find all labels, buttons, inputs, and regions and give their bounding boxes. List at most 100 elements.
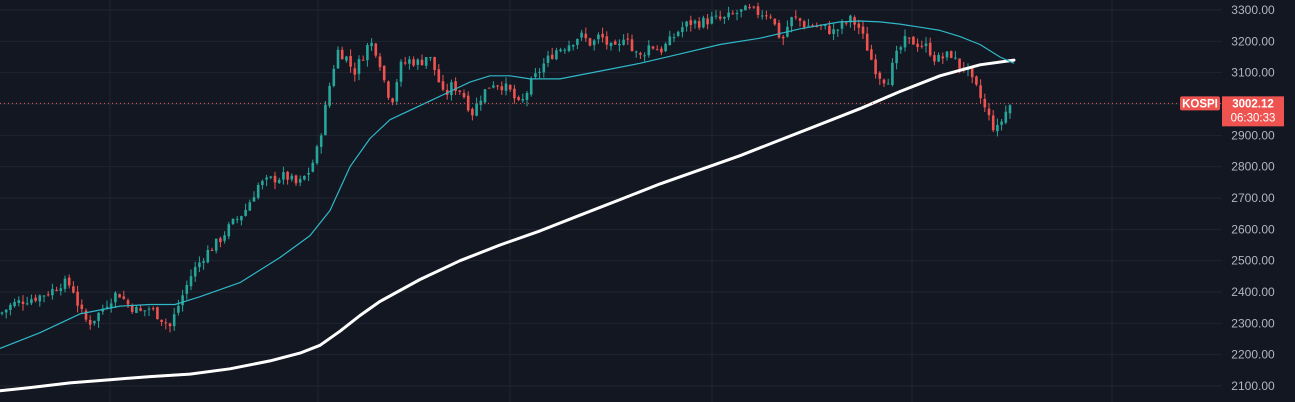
candle-down[interactable] — [156, 306, 159, 320]
candle-down[interactable] — [765, 10, 768, 20]
candle-up[interactable] — [735, 9, 739, 21]
candle-down[interactable] — [273, 171, 277, 190]
candle-down[interactable] — [55, 286, 58, 292]
candle-up[interactable] — [227, 221, 231, 240]
candle-down[interactable] — [605, 31, 609, 50]
candle-down[interactable] — [403, 57, 407, 66]
candle-up[interactable] — [739, 9, 743, 18]
candle-up[interactable] — [357, 55, 361, 81]
candle-down[interactable] — [487, 87, 491, 89]
candle-down[interactable] — [420, 54, 424, 66]
candle-up[interactable] — [143, 310, 147, 317]
candle-up[interactable] — [114, 291, 117, 309]
candle-up[interactable] — [592, 39, 596, 51]
candle-down[interactable] — [412, 56, 415, 67]
candle-up[interactable] — [525, 90, 529, 107]
candle-down[interactable] — [706, 13, 709, 30]
candle-down[interactable] — [500, 81, 504, 95]
candles[interactable] — [0, 2, 1012, 333]
candle-up[interactable] — [597, 32, 600, 44]
ma-short-line[interactable] — [0, 20, 1015, 349]
candle-down[interactable] — [458, 89, 462, 95]
candle-up[interactable] — [618, 39, 621, 52]
candle-up[interactable] — [231, 218, 235, 226]
candle-down[interactable] — [975, 75, 978, 87]
candle-up[interactable] — [483, 89, 487, 104]
candle-up[interactable] — [9, 302, 12, 316]
candle-up[interactable] — [416, 58, 420, 70]
candle-up[interactable] — [685, 20, 688, 32]
candle-up[interactable] — [185, 280, 189, 300]
candle-up[interactable] — [647, 40, 651, 58]
candle-up[interactable] — [63, 275, 67, 293]
candle-up[interactable] — [290, 173, 294, 182]
candle-up[interactable] — [727, 6, 730, 21]
candle-down[interactable] — [777, 19, 781, 39]
candle-down[interactable] — [933, 51, 936, 66]
candle-down[interactable] — [731, 10, 735, 15]
candle-up[interactable] — [0, 311, 4, 316]
candle-up[interactable] — [567, 40, 571, 53]
candle-down[interactable] — [294, 174, 298, 186]
candle-down[interactable] — [794, 10, 798, 20]
candle-down[interactable] — [382, 65, 386, 83]
candle-down[interactable] — [437, 64, 441, 83]
candle-up[interactable] — [147, 306, 151, 317]
candle-up[interactable] — [244, 203, 247, 217]
candle-down[interactable] — [769, 14, 772, 20]
candle-up[interactable] — [542, 57, 546, 78]
candle-up[interactable] — [1008, 104, 1012, 119]
candle-up[interactable] — [235, 216, 239, 224]
candle-down[interactable] — [748, 3, 751, 10]
candle-up[interactable] — [345, 55, 348, 63]
candle-up[interactable] — [1004, 105, 1008, 125]
candle-down[interactable] — [584, 27, 588, 42]
candle-down[interactable] — [160, 319, 163, 327]
candle-up[interactable] — [366, 42, 369, 67]
candle-down[interactable] — [601, 27, 604, 43]
candle-up[interactable] — [282, 166, 285, 185]
candle-down[interactable] — [454, 77, 457, 96]
candle-down[interactable] — [815, 22, 819, 28]
candle-down[interactable] — [689, 15, 693, 32]
candle-up[interactable] — [206, 245, 210, 264]
candle-down[interactable] — [588, 37, 592, 47]
candle-up[interactable] — [189, 269, 193, 291]
candle-up[interactable] — [261, 179, 264, 190]
candle-up[interactable] — [181, 289, 184, 312]
candle-up[interactable] — [895, 45, 898, 70]
candle-up[interactable] — [538, 67, 541, 79]
candle-up[interactable] — [676, 30, 680, 38]
candle-up[interactable] — [30, 294, 33, 306]
candle-up[interactable] — [311, 159, 315, 173]
candle-up[interactable] — [214, 238, 218, 254]
candle-up[interactable] — [38, 294, 42, 307]
candle-up[interactable] — [475, 97, 478, 117]
candle-up[interactable] — [298, 175, 302, 187]
candle-up[interactable] — [521, 93, 525, 103]
candle-up[interactable] — [576, 38, 579, 50]
candle-down[interactable] — [773, 18, 777, 26]
candle-down[interactable] — [80, 299, 84, 314]
candle-up[interactable] — [546, 50, 550, 67]
candle-up[interactable] — [555, 47, 558, 61]
candle-down[interactable] — [340, 46, 344, 60]
candle-up[interactable] — [202, 257, 205, 270]
candle-down[interactable] — [122, 290, 126, 300]
ma-long-line[interactable] — [0, 58, 1016, 393]
candle-up[interactable] — [924, 37, 928, 53]
candle-up[interactable] — [109, 298, 113, 313]
candle-up[interactable] — [710, 11, 714, 25]
candle-down[interactable] — [76, 285, 79, 313]
candle-down[interactable] — [139, 305, 142, 312]
candle-down[interactable] — [651, 45, 655, 50]
candle-up[interactable] — [492, 81, 495, 89]
candle-up[interactable] — [790, 16, 793, 33]
candle-up[interactable] — [315, 144, 319, 165]
candle-up[interactable] — [891, 58, 894, 87]
candle-up[interactable] — [277, 177, 281, 184]
candle-down[interactable] — [991, 110, 995, 133]
candle-up[interactable] — [97, 312, 100, 328]
candle-up[interactable] — [664, 42, 667, 53]
candle-up[interactable] — [832, 22, 835, 41]
